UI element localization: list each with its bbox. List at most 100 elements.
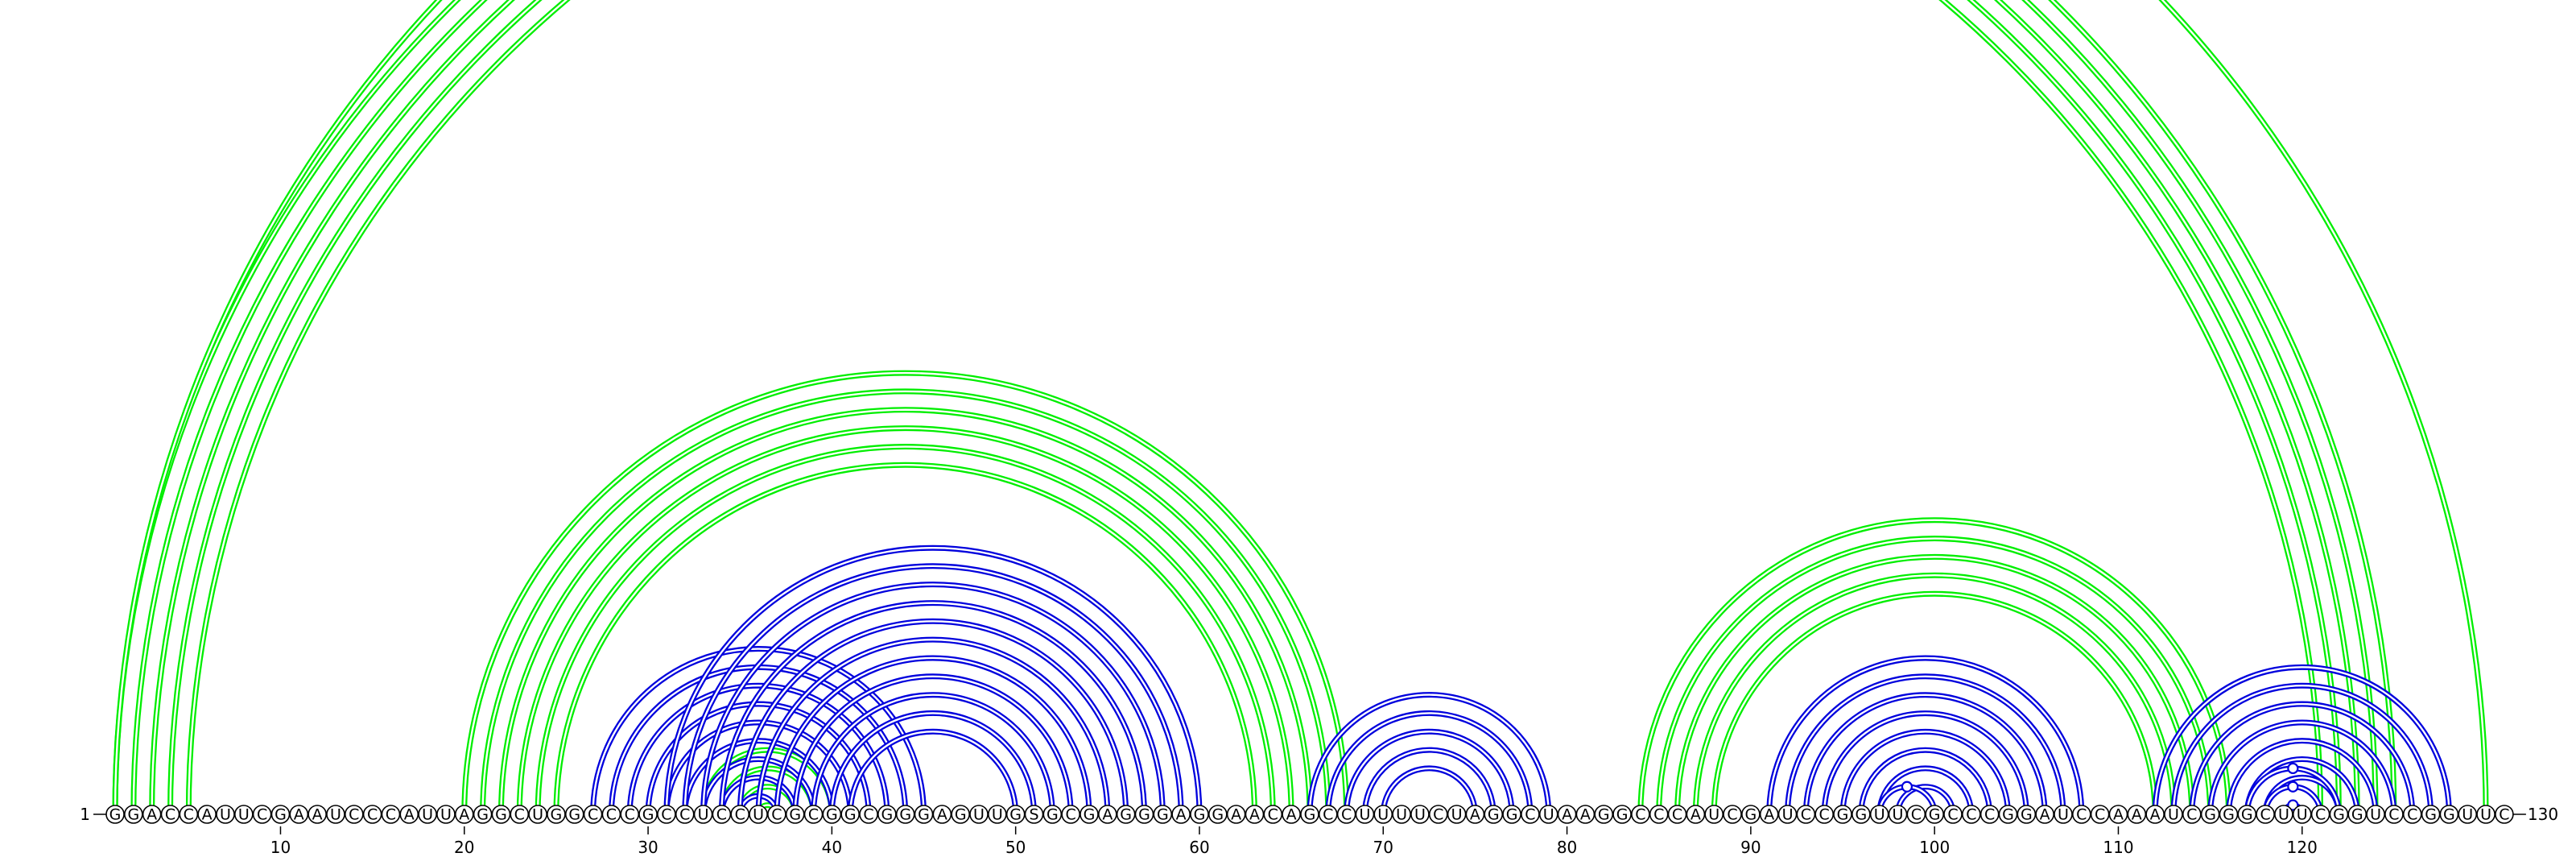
nucleotide: U (1888, 805, 1908, 824)
nucleotide: C (1943, 805, 1963, 824)
nucleotide-letter: G (826, 806, 838, 824)
nucleotide: A (2145, 805, 2165, 824)
ticks-layer: 10 20 30 40 50 60 70 80 90 100 110 120 (270, 826, 2318, 857)
green-arc (480, 388, 1331, 815)
blue-arc (682, 563, 1184, 815)
nucleotide: C (2090, 805, 2110, 824)
nucleotide-letter: G (1598, 806, 1610, 824)
nucleotide: G (840, 805, 860, 824)
nucleotide-letter: A (1562, 806, 1572, 824)
blue-arc (1785, 673, 2066, 815)
nucleotide-letter: C (606, 806, 617, 824)
nucleotide: C (1723, 805, 1742, 824)
nucleotide: C (730, 805, 750, 824)
nucleotide: U (1355, 805, 1375, 824)
blue-arc (700, 582, 1166, 815)
nucleotide: U (1704, 805, 1724, 824)
nucleotide-letter: C (735, 806, 745, 824)
nucleotide-letter: A (1176, 806, 1187, 824)
nucleotide: G (1612, 805, 1632, 824)
nucleotide-letter: C (679, 806, 690, 824)
nucleotide: G (105, 805, 125, 824)
nucleotide: G (1208, 805, 1228, 824)
nucleotide: G (1153, 805, 1173, 824)
nucleotide-letter: C (1672, 806, 1682, 824)
nucleotide-letter: G (789, 806, 801, 824)
nucleotide-letter: G (2333, 806, 2345, 824)
nucleotide: G (1080, 805, 1099, 824)
nucleotide: C (1318, 805, 1338, 824)
nucleotide: C (1428, 805, 1448, 824)
green-arc (516, 425, 1294, 815)
nucleotide: C (803, 805, 824, 824)
nucleotide: G (914, 805, 934, 824)
green-arc (1674, 553, 2195, 815)
blue-arc (1307, 692, 1552, 815)
nucleotide-letter: A (147, 806, 157, 824)
green-arc (1692, 572, 2177, 815)
nucleotide-letter: U (973, 806, 985, 824)
nucleotide: G (1998, 805, 2018, 824)
nucleotide-letter: A (2113, 806, 2124, 824)
nucleotide-letter: C (349, 806, 359, 824)
nucleotide: A (2035, 805, 2054, 824)
nucleotide: G (1925, 805, 1944, 824)
nucleotide: C (252, 805, 272, 824)
nucleotide-letter: A (1102, 806, 1113, 824)
nucleotide-letter: G (1194, 806, 1206, 824)
nucleotide-letter: G (1855, 806, 1867, 824)
green-arc (149, 0, 2360, 815)
nucleotide: C (1962, 805, 1981, 824)
nucleotide: G (1594, 805, 1614, 824)
blue-arc (755, 636, 1111, 815)
nucleotide-letter: C (1635, 806, 1645, 824)
blue-arc (718, 774, 799, 815)
nucleotide-letter: C (184, 806, 194, 824)
nucleotide-letter: G (1304, 806, 1316, 824)
blue-arc (1876, 765, 1975, 815)
nucleotide: G (1484, 805, 1504, 824)
blue-arc (1325, 710, 1534, 815)
nucleotide-letter: U (1893, 806, 1904, 824)
nucleotide: C (2495, 805, 2514, 824)
nucleotide-letter: C (1819, 806, 1830, 824)
blue-arc (2207, 719, 2397, 815)
nucleotide-letter: C (2076, 806, 2087, 824)
nucleotide-letter: A (1470, 806, 1480, 824)
nucleotide: G (1190, 805, 1209, 824)
nucleotide: C (2182, 805, 2202, 824)
nucleotide: A (142, 805, 162, 824)
tick-label: 50 (1005, 838, 1026, 857)
nucleotide-letter: C (514, 806, 525, 824)
nucleotide: G (564, 805, 584, 824)
nucleotide: C (1906, 805, 1926, 824)
nucleotide: U (2458, 805, 2478, 824)
nucleotide: G (951, 805, 970, 824)
nucleotide-letter: U (1874, 806, 1885, 824)
blue-arc (682, 738, 835, 815)
nucleotide-letter: U (2278, 806, 2289, 824)
nucleotide: C (859, 805, 878, 824)
nucleotide-letter: C (808, 806, 819, 824)
nucleotide-letter: C (625, 806, 635, 824)
nucleotide-letter: C (1984, 806, 1995, 824)
nucleotide: U (418, 805, 437, 824)
nucleotide-letter: U (2370, 806, 2381, 824)
nucleotide: C (2384, 805, 2404, 824)
blue-arc (1895, 784, 1956, 815)
nucleotide-letter: A (2132, 806, 2142, 824)
nucleotide: U (749, 805, 768, 824)
nucleotide-letter: U (992, 806, 1003, 824)
nucleotide: A (1098, 805, 1117, 824)
nucleotide-letter: G (881, 806, 893, 824)
blue-arc (1858, 747, 1993, 815)
green-arcs-layer (115, 0, 2486, 814)
nucleotide-letter: C (2260, 806, 2270, 824)
nucleotide: U (2054, 805, 2073, 824)
nucleotide: C (1336, 805, 1356, 824)
nucleotide-letter: C (2388, 806, 2399, 824)
nucleotide: A (1465, 805, 1485, 824)
nucleotide: A (1226, 805, 1246, 824)
start-label: 1 (80, 805, 90, 824)
nucleotide: G (877, 805, 897, 824)
